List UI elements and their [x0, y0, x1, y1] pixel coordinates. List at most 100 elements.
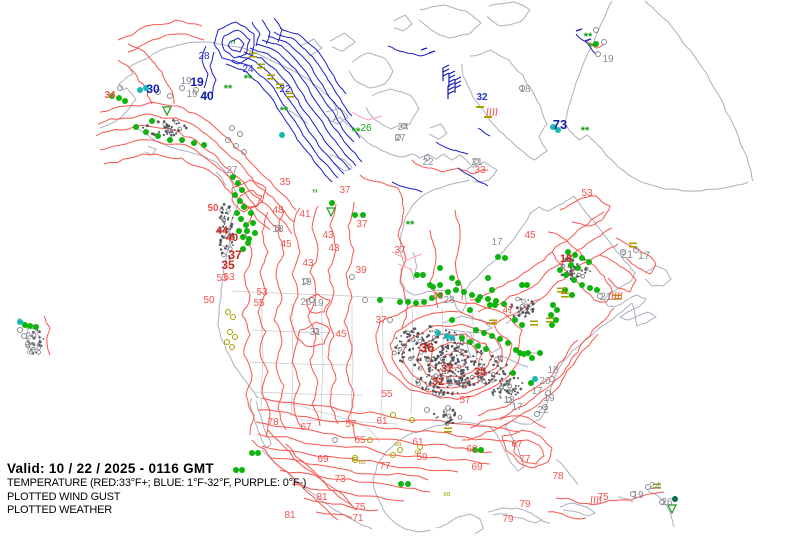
station-speck	[452, 391, 454, 394]
station-speck	[402, 351, 405, 354]
station-speck	[521, 382, 524, 385]
station-speck	[426, 346, 430, 349]
station-speck	[444, 413, 447, 417]
station-speck	[516, 377, 520, 380]
coastline	[372, 302, 633, 533]
station-speck	[31, 341, 34, 345]
station-circle	[630, 491, 636, 497]
station-speck	[406, 332, 409, 335]
station-speck	[408, 335, 411, 338]
station-circle-dense	[580, 273, 586, 279]
green-weather-dot	[414, 272, 420, 278]
teal-weather-dot	[143, 85, 149, 91]
station-speck	[525, 307, 529, 311]
map-value-label: 81	[284, 510, 296, 521]
station-speck	[453, 378, 456, 381]
station-speck	[481, 352, 484, 355]
green-weather-dot	[505, 340, 511, 346]
green-weather-dot	[485, 275, 491, 281]
station-circle-dense	[220, 226, 226, 232]
snow-asterisk-icon: **	[224, 83, 233, 95]
green-weather-dot	[469, 292, 475, 298]
green-weather-dot	[579, 282, 585, 288]
station-speck	[421, 338, 425, 341]
station-speck	[424, 381, 427, 384]
station-speck	[476, 350, 479, 354]
haze-symbol-icon	[286, 92, 294, 95]
map-value-label: 61	[412, 437, 424, 448]
temperature-contour-red	[485, 243, 619, 325]
station-circle-dense	[219, 207, 224, 212]
station-speck	[451, 421, 454, 425]
green-weather-dot	[449, 317, 455, 323]
map-value-label: 39	[355, 265, 367, 276]
map-value-label: 81	[316, 492, 328, 503]
green-weather-dot	[249, 450, 255, 456]
station-speck	[499, 367, 503, 370]
station-speck	[231, 232, 234, 236]
station-speck	[440, 378, 443, 381]
temperature-contour-pink	[391, 251, 423, 261]
shower-triangle-icon	[326, 207, 336, 218]
station-speck	[227, 216, 230, 219]
station-speck	[435, 377, 439, 380]
station-speck	[427, 363, 431, 367]
station-speck	[501, 369, 505, 373]
station-speck	[571, 268, 574, 271]
haze-symbol-icon	[561, 292, 569, 295]
station-circle-dense	[470, 374, 475, 380]
station-speck	[488, 379, 491, 382]
station-circle-dense	[408, 356, 413, 361]
map-value-label: 19	[186, 89, 198, 100]
station-speck	[177, 129, 180, 132]
temperature-contour-red	[547, 511, 587, 520]
station-speck	[491, 374, 494, 378]
temperature-contour-blue	[457, 167, 489, 187]
station-circle	[645, 484, 651, 490]
station-speck	[220, 251, 224, 255]
station-speck	[468, 383, 472, 387]
olive-station-circle	[390, 412, 396, 418]
olive-station-circle	[227, 329, 233, 335]
snow-asterisk-icon: **	[581, 125, 590, 137]
station-circle-dense	[435, 391, 440, 397]
station-speck	[38, 330, 41, 334]
green-weather-dot	[437, 265, 443, 271]
station-speck	[430, 325, 433, 328]
haze-symbol-icon	[530, 320, 538, 323]
map-value-label: 40	[226, 232, 238, 244]
map-value-label: 32	[476, 92, 488, 103]
station-circle-dense	[447, 381, 453, 387]
map-value-label: 35	[474, 366, 486, 378]
haze-symbol-icon	[444, 431, 452, 433]
green-weather-dot	[472, 447, 478, 453]
haze-infinity-icon: ∞	[358, 457, 365, 468]
station-circle	[233, 143, 239, 149]
coastline	[573, 195, 657, 327]
coastline	[647, 490, 675, 528]
green-weather-dot	[250, 220, 256, 226]
station-circle	[620, 249, 626, 255]
map-value-label: 19	[300, 277, 312, 288]
station-speck	[448, 331, 451, 334]
green-weather-dot	[191, 140, 197, 146]
station-speck	[449, 379, 453, 382]
station-circle	[313, 328, 319, 334]
map-value-label: 37	[339, 185, 351, 196]
station-speck	[498, 373, 501, 376]
green-weather-dot	[240, 234, 246, 240]
station-speck	[221, 219, 224, 221]
coastline	[555, 458, 579, 486]
map-value-label: 71	[352, 513, 364, 524]
station-speck	[413, 334, 416, 337]
olive-station-circle	[352, 455, 358, 461]
station-speck	[418, 367, 421, 369]
station-speck	[434, 340, 438, 344]
station-speck	[218, 229, 221, 233]
map-value-label: 57	[459, 395, 471, 406]
station-speck	[226, 228, 228, 231]
haze-infinity-icon: ∞	[394, 439, 401, 450]
station-speck	[475, 357, 478, 360]
